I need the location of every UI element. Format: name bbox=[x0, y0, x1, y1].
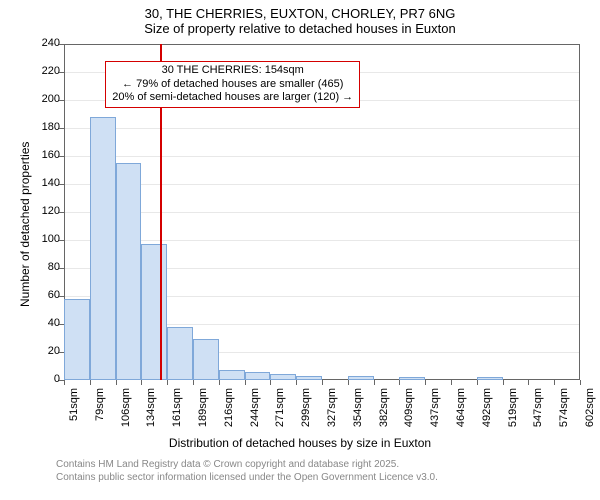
gridline bbox=[64, 184, 580, 185]
x-tick-mark bbox=[90, 380, 91, 385]
y-tick-label: 120 bbox=[30, 205, 60, 217]
x-tick-label: 327sqm bbox=[326, 388, 338, 428]
x-tick-label: 299sqm bbox=[300, 388, 312, 428]
x-tick-mark bbox=[167, 380, 168, 385]
histogram-bar bbox=[193, 339, 219, 380]
x-tick-label: 189sqm bbox=[197, 388, 209, 428]
annotation-line: 20% of semi-detached houses are larger (… bbox=[112, 91, 353, 105]
x-tick-mark bbox=[425, 380, 426, 385]
x-tick-label: 79sqm bbox=[94, 388, 106, 428]
x-tick-mark bbox=[141, 380, 142, 385]
gridline bbox=[64, 128, 580, 129]
y-tick-label: 200 bbox=[30, 93, 60, 105]
footer-line2: Contains public sector information licen… bbox=[56, 471, 438, 484]
histogram-bar bbox=[399, 377, 425, 380]
x-tick-mark bbox=[348, 380, 349, 385]
x-tick-label: 492sqm bbox=[481, 388, 493, 428]
y-tick-label: 180 bbox=[30, 121, 60, 133]
chart-title-address: 30, THE CHERRIES, EUXTON, CHORLEY, PR7 6… bbox=[0, 6, 600, 21]
y-tick-label: 160 bbox=[30, 149, 60, 161]
histogram-bar bbox=[245, 372, 271, 380]
y-tick-label: 240 bbox=[30, 37, 60, 49]
x-tick-mark bbox=[193, 380, 194, 385]
x-tick-label: 437sqm bbox=[429, 388, 441, 428]
x-tick-mark bbox=[503, 380, 504, 385]
x-tick-mark bbox=[64, 380, 65, 385]
x-tick-mark bbox=[399, 380, 400, 385]
x-tick-mark bbox=[219, 380, 220, 385]
x-tick-label: 574sqm bbox=[558, 388, 570, 428]
y-axis-label: Number of detached properties bbox=[18, 142, 32, 307]
gridline bbox=[64, 156, 580, 157]
x-tick-label: 271sqm bbox=[274, 388, 286, 428]
y-tick-label: 80 bbox=[30, 261, 60, 273]
x-tick-label: 602sqm bbox=[584, 388, 596, 428]
annotation-box: 30 THE CHERRIES: 154sqm← 79% of detached… bbox=[105, 61, 360, 108]
histogram-bar bbox=[116, 163, 142, 380]
x-tick-label: 409sqm bbox=[403, 388, 415, 428]
x-tick-label: 354sqm bbox=[352, 388, 364, 428]
chart-title-subtitle: Size of property relative to detached ho… bbox=[0, 21, 600, 36]
x-tick-mark bbox=[374, 380, 375, 385]
histogram-bar bbox=[141, 244, 167, 380]
histogram-bar bbox=[167, 327, 193, 380]
x-tick-label: 519sqm bbox=[507, 388, 519, 428]
footer-attribution: Contains HM Land Registry data © Crown c… bbox=[56, 458, 438, 484]
x-tick-label: 106sqm bbox=[120, 388, 132, 428]
histogram-bar bbox=[219, 370, 245, 380]
x-tick-mark bbox=[296, 380, 297, 385]
y-tick-label: 220 bbox=[30, 65, 60, 77]
x-axis-label: Distribution of detached houses by size … bbox=[0, 436, 600, 450]
x-tick-label: 134sqm bbox=[145, 388, 157, 428]
property-size-histogram: 30, THE CHERRIES, EUXTON, CHORLEY, PR7 6… bbox=[0, 0, 600, 500]
y-tick-label: 40 bbox=[30, 317, 60, 329]
histogram-bar bbox=[348, 376, 374, 380]
x-tick-mark bbox=[270, 380, 271, 385]
histogram-bar bbox=[64, 299, 90, 380]
x-tick-mark bbox=[528, 380, 529, 385]
y-tick-label: 0 bbox=[30, 373, 60, 385]
x-tick-label: 547sqm bbox=[532, 388, 544, 428]
x-tick-mark bbox=[580, 380, 581, 385]
annotation-line: ← 79% of detached houses are smaller (46… bbox=[112, 78, 353, 92]
y-tick-label: 100 bbox=[30, 233, 60, 245]
x-tick-mark bbox=[116, 380, 117, 385]
x-tick-mark bbox=[477, 380, 478, 385]
x-tick-mark bbox=[451, 380, 452, 385]
x-tick-label: 382sqm bbox=[378, 388, 390, 428]
histogram-bar bbox=[296, 376, 322, 380]
gridline bbox=[64, 240, 580, 241]
gridline bbox=[64, 212, 580, 213]
histogram-bar bbox=[477, 377, 503, 380]
chart-title-block: 30, THE CHERRIES, EUXTON, CHORLEY, PR7 6… bbox=[0, 0, 600, 36]
x-tick-mark bbox=[245, 380, 246, 385]
y-tick-label: 60 bbox=[30, 289, 60, 301]
y-tick-label: 20 bbox=[30, 345, 60, 357]
y-tick-label: 140 bbox=[30, 177, 60, 189]
x-tick-label: 51sqm bbox=[68, 388, 80, 428]
x-tick-mark bbox=[322, 380, 323, 385]
x-tick-label: 216sqm bbox=[223, 388, 235, 428]
x-tick-label: 244sqm bbox=[249, 388, 261, 428]
y-tick-mark bbox=[59, 44, 64, 45]
histogram-bar bbox=[90, 117, 116, 380]
x-tick-mark bbox=[554, 380, 555, 385]
footer-line1: Contains HM Land Registry data © Crown c… bbox=[56, 458, 438, 471]
annotation-line: 30 THE CHERRIES: 154sqm bbox=[112, 64, 353, 78]
x-tick-label: 464sqm bbox=[455, 388, 467, 428]
x-tick-label: 161sqm bbox=[171, 388, 183, 428]
histogram-bar bbox=[270, 374, 296, 380]
